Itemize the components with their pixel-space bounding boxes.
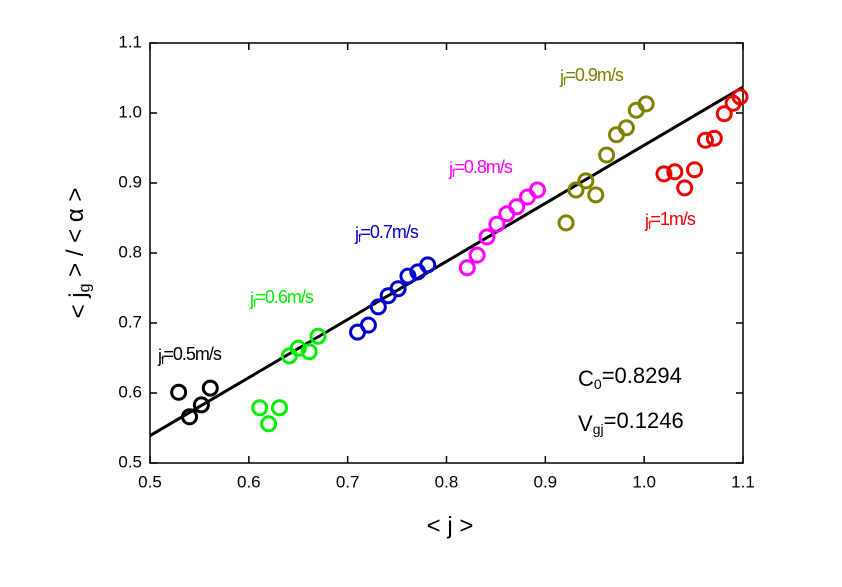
data-point <box>309 327 327 345</box>
annotation: C0=0.8294 <box>578 363 682 392</box>
data-point <box>715 105 733 123</box>
fit-line <box>149 85 744 437</box>
data-point <box>170 383 188 401</box>
data-point <box>488 215 506 233</box>
x-tick-label: 1.0 <box>632 472 656 491</box>
data-point <box>369 298 387 316</box>
data-point <box>519 188 537 206</box>
data-point <box>289 339 307 357</box>
data-point <box>201 379 219 397</box>
data-point <box>300 343 318 361</box>
x-tick-label: 0.8 <box>435 472 459 491</box>
x-tick-label: 1.1 <box>731 472 755 491</box>
data-point <box>478 228 496 246</box>
annotation: Vgj=0.1246 <box>578 408 684 437</box>
data-point <box>637 95 655 113</box>
x-tick-label: 0.9 <box>534 472 558 491</box>
data-point <box>617 119 635 137</box>
series-label: jf=0.6m/s <box>249 287 314 311</box>
y-tick-label: 0.7 <box>118 312 142 331</box>
data-point <box>528 181 546 199</box>
data-point <box>557 214 575 232</box>
data-point <box>251 399 269 417</box>
data-point <box>192 396 210 414</box>
x-tick-label: 0.5 <box>138 472 162 491</box>
data-point <box>498 205 516 223</box>
data-point <box>508 198 526 216</box>
data-point <box>696 131 714 149</box>
x-tick-label: 0.6 <box>237 472 261 491</box>
data-point <box>607 126 625 144</box>
x-axis-label: < j > <box>427 512 474 539</box>
y-tick-label: 1.0 <box>118 102 142 121</box>
data-point <box>260 415 278 433</box>
data-point <box>181 408 199 426</box>
series-label: jf=0.5m/s <box>157 344 222 368</box>
data-point <box>577 172 595 190</box>
series-label: jf=0.7m/s <box>354 222 419 246</box>
y-tick-label: 0.8 <box>118 242 142 261</box>
x-tick-label: 0.7 <box>336 472 360 491</box>
data-point <box>686 161 704 179</box>
y-tick-label: 1.1 <box>118 32 142 51</box>
data-point <box>655 165 673 183</box>
series-label: jf=0.8m/s <box>448 157 513 181</box>
data-point <box>666 163 684 181</box>
y-axis-label: < jg > / < α > <box>63 188 94 319</box>
data-point <box>705 129 723 147</box>
data-point <box>399 267 417 285</box>
data-point <box>567 181 585 199</box>
y-tick-label: 0.5 <box>118 452 142 471</box>
data-point <box>468 246 486 264</box>
series-label: jf=0.9m/s <box>559 65 624 89</box>
y-tick-label: 0.9 <box>118 172 142 191</box>
data-point <box>458 259 476 277</box>
data-point <box>270 399 288 417</box>
series-label: jf=1m/s <box>644 209 696 233</box>
data-point <box>389 280 407 298</box>
y-tick-label: 0.6 <box>118 382 142 401</box>
data-point <box>676 179 694 197</box>
data-point <box>731 88 749 106</box>
data-point <box>419 256 437 274</box>
data-point <box>587 186 605 204</box>
data-point <box>359 316 377 334</box>
data-point <box>598 146 616 164</box>
